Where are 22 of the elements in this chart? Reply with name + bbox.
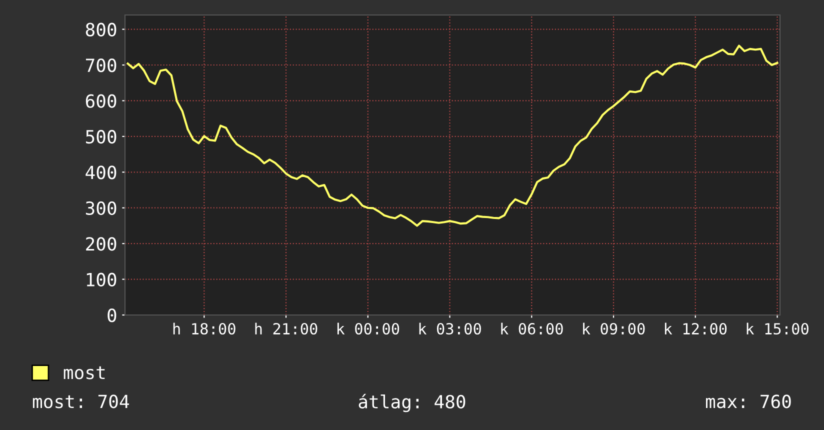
y-tick-label: 400 [86, 166, 116, 180]
y-tick-label: 800 [86, 22, 116, 36]
x-tick-label: k 12:00 [664, 322, 727, 335]
y-tick-label: 200 [86, 237, 116, 251]
line-series [126, 44, 778, 227]
text: most: 704 [32, 394, 129, 408]
y-tick-label: 300 [86, 201, 116, 216]
text: átlag: 480 [358, 394, 466, 412]
y-tick-label: 500 [86, 130, 116, 144]
x-tick-label: k 15:00 [746, 322, 808, 335]
x-tick-label: k 06:00 [501, 322, 563, 335]
x-tick-label: k 09:00 [583, 322, 645, 335]
y-tick-label: 600 [86, 94, 116, 108]
x-tick-label: k 03:00 [419, 322, 481, 335]
y-tick-label: 100 [86, 272, 116, 286]
text: max: 760 [706, 394, 791, 408]
x-tick-label: h 21:00 [255, 322, 318, 335]
legend-label: most [64, 366, 105, 380]
x-tick-label: k 00:00 [337, 322, 400, 335]
x-tick-label: h 18:00 [173, 322, 236, 335]
y-tick-label: 700 [86, 58, 116, 72]
y-tick-label: 0 [108, 308, 116, 322]
